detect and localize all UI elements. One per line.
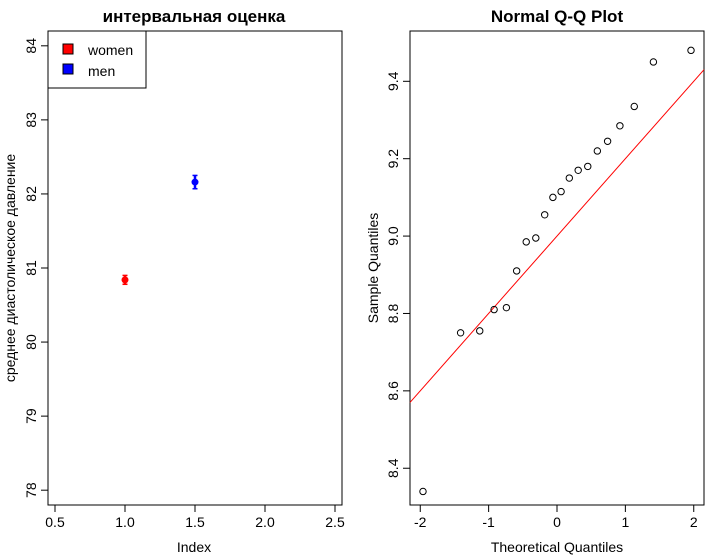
qq-point bbox=[456, 329, 465, 337]
qq-x-tick-label: 2 bbox=[690, 514, 698, 530]
qq-point bbox=[584, 162, 592, 171]
interval-chart-title: интервальная оценка bbox=[103, 7, 286, 26]
qq-chart-title: Normal Q-Q Plot bbox=[491, 7, 624, 26]
qq-point bbox=[490, 305, 498, 314]
qq-point bbox=[476, 327, 484, 335]
qq-point bbox=[419, 487, 427, 496]
qq-reference-line-group bbox=[409, 69, 705, 403]
qq-x-tick-label: 0 bbox=[553, 514, 561, 530]
interval-y-tick-label: 82 bbox=[23, 186, 39, 202]
qq-chart: Normal Q-Q Plot -2 -1 0 1 2 8.4 8.6 8.8 9.0 9.2 9… bbox=[365, 7, 705, 555]
qq-x-tick-label: -2 bbox=[414, 514, 427, 530]
qq-points bbox=[419, 46, 695, 496]
qq-x-axis: -2 -1 0 1 2 bbox=[414, 504, 698, 530]
qq-point bbox=[522, 238, 530, 246]
qq-point bbox=[603, 137, 612, 145]
interval-y-tick-label: 78 bbox=[23, 482, 39, 498]
interval-y-axis: 78 79 80 81 82 83 84 bbox=[23, 38, 49, 498]
interval-y-tick-label: 83 bbox=[23, 112, 39, 128]
interval-chart: интервальная оценка 0.5 1.0 1.5 2.0 2.5 78 79… bbox=[2, 7, 345, 555]
qq-x-tick-label: -1 bbox=[482, 514, 495, 530]
qq-point bbox=[649, 58, 658, 66]
interval-x-label: Index bbox=[177, 539, 211, 555]
qq-point bbox=[540, 211, 549, 219]
interval-y-tick-label: 80 bbox=[23, 334, 39, 350]
qq-x-tick-label: 1 bbox=[621, 514, 629, 530]
interval-x-tick-label: 2.0 bbox=[255, 514, 275, 530]
legend-swatch-men bbox=[62, 63, 74, 75]
interval-x-tick-label: 0.5 bbox=[45, 514, 65, 530]
qq-point bbox=[593, 147, 602, 155]
interval-points bbox=[121, 174, 199, 286]
legend-label-women: women bbox=[87, 42, 133, 58]
interval-y-tick-label: 81 bbox=[23, 260, 39, 276]
interval-x-tick-label: 1.0 bbox=[115, 514, 135, 530]
interval-y-tick-label: 79 bbox=[23, 408, 39, 424]
legend-label-men: men bbox=[88, 63, 115, 79]
qq-point bbox=[549, 193, 557, 202]
qq-point bbox=[557, 187, 565, 196]
qq-reference-line bbox=[409, 69, 705, 403]
qq-y-tick-label: 9.0 bbox=[385, 226, 401, 246]
interval-legend: women men bbox=[47, 30, 147, 89]
interval-women-point bbox=[121, 276, 129, 284]
qq-point bbox=[630, 102, 638, 111]
interval-x-tick-label: 2.5 bbox=[325, 514, 345, 530]
qq-y-tick-label: 8.4 bbox=[385, 458, 401, 478]
qq-y-tick-label: 9.2 bbox=[385, 149, 401, 169]
qq-y-tick-label: 8.8 bbox=[385, 304, 401, 324]
legend-box bbox=[47, 30, 147, 89]
legend-swatch-women bbox=[62, 43, 74, 55]
qq-point bbox=[512, 267, 521, 275]
qq-x-label: Theoretical Quantiles bbox=[491, 539, 623, 555]
interval-men-point bbox=[191, 178, 199, 186]
qq-point bbox=[687, 46, 695, 55]
qq-y-label: Sample Quantiles bbox=[365, 213, 381, 324]
qq-y-axis: 8.4 8.6 8.8 9.0 9.2 9.4 bbox=[385, 71, 411, 478]
qq-plot-frame bbox=[409, 30, 705, 506]
interval-y-label: среднее диастолическое давление bbox=[2, 154, 18, 383]
interval-x-axis: 0.5 1.0 1.5 2.0 2.5 bbox=[45, 504, 345, 530]
qq-point bbox=[532, 234, 540, 242]
interval-x-tick-label: 1.5 bbox=[185, 514, 205, 530]
qq-point bbox=[616, 122, 624, 130]
qq-y-tick-label: 8.6 bbox=[385, 381, 401, 401]
interval-y-tick-label: 84 bbox=[23, 38, 39, 54]
qq-point bbox=[502, 303, 511, 312]
qq-point bbox=[565, 174, 574, 182]
interval-plot-frame bbox=[47, 30, 343, 506]
qq-y-tick-label: 9.4 bbox=[385, 71, 401, 91]
qq-point bbox=[574, 166, 582, 174]
